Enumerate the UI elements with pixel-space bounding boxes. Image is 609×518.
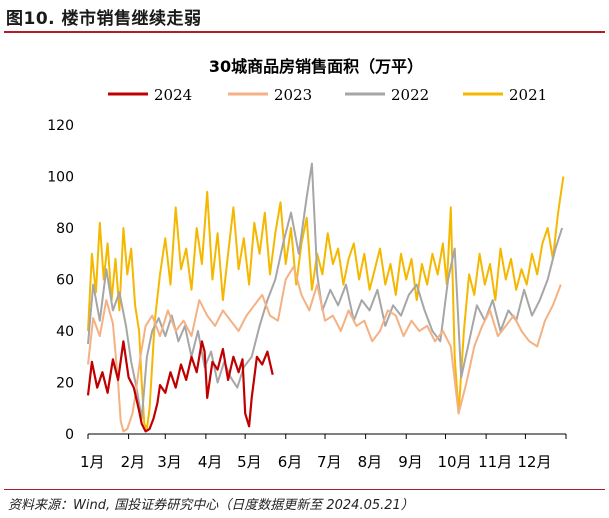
- series-line-2024: [86, 340, 274, 433]
- source-rule: [4, 489, 605, 490]
- y-tick-label: 80: [56, 221, 74, 237]
- x-tick-label: 6月: [278, 453, 303, 471]
- y-axis: 0 20 40 60 80 100 120: [47, 118, 74, 443]
- y-tick-label: 20: [56, 376, 74, 392]
- y-tick-label: 40: [56, 324, 74, 340]
- x-tick-label: 4月: [198, 453, 223, 471]
- legend: 2024 2023 2022 2021: [108, 86, 547, 104]
- series-line-2021: [87, 176, 565, 430]
- plot-area: [86, 162, 565, 433]
- series-line-2022: [87, 162, 564, 420]
- y-tick-label: 60: [56, 273, 74, 289]
- x-tick-label: 10月: [438, 453, 472, 471]
- legend-label-2021: 2021: [509, 86, 547, 104]
- x-tick-label: 11月: [478, 453, 512, 471]
- legend-label-2022: 2022: [391, 86, 429, 104]
- x-tick-label: 8月: [358, 453, 383, 471]
- x-tick-label: 9月: [398, 453, 423, 471]
- chart-title: 30城商品房销售面积（万平）: [209, 57, 423, 76]
- figure-title: 图10. 楼市销售继续走弱: [6, 9, 202, 29]
- title-rule: [4, 31, 605, 33]
- series-line-2023: [87, 265, 562, 433]
- y-tick-label: 0: [65, 427, 74, 443]
- x-tick-label: 7月: [317, 453, 342, 471]
- legend-label-2024: 2024: [154, 86, 192, 104]
- x-tick-label: 12月: [517, 453, 551, 471]
- y-tick-label: 120: [47, 118, 74, 134]
- y-tick-label: 100: [47, 170, 74, 186]
- x-tick-label: 2月: [121, 453, 146, 471]
- source-note: 资料来源：Wind, 国投证券研究中心（日度数据更新至 2024.05.21）: [8, 498, 414, 513]
- x-tick-label: 3月: [157, 453, 182, 471]
- x-tick-label: 1月: [80, 453, 105, 471]
- x-axis: 1月 2月 3月 4月 5月 6月 7月 8月 9月 10月 11月 12月: [80, 433, 567, 471]
- legend-label-2023: 2023: [274, 86, 312, 104]
- x-tick-label: 5月: [237, 453, 262, 471]
